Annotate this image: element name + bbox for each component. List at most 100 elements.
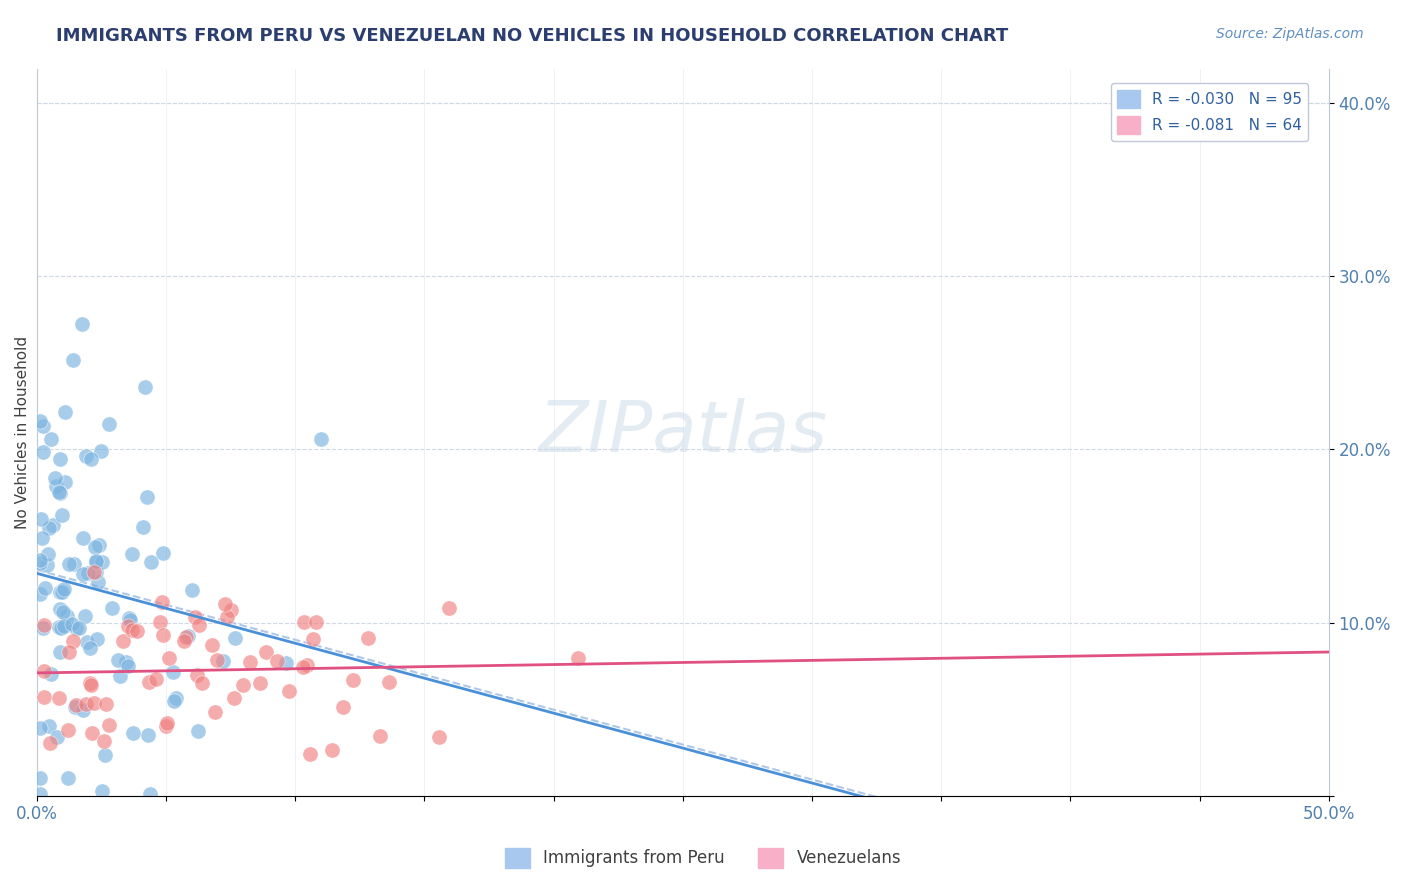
Point	[28, 787, 51, 801]
Point	[96, 697, 118, 711]
Point	[32, 418, 55, 433]
Point	[37, 547, 59, 561]
Point	[117, 659, 139, 673]
Point	[305, 615, 328, 629]
Legend: Immigrants from Peru, Venezuelans: Immigrants from Peru, Venezuelans	[498, 841, 908, 875]
Point	[62, 633, 84, 648]
Point	[49, 585, 72, 599]
Point	[62, 353, 84, 368]
Point	[65, 698, 87, 712]
Point	[79, 640, 101, 655]
Point	[427, 731, 450, 745]
Point	[32, 690, 55, 704]
Point	[90, 783, 112, 797]
Point	[34, 581, 56, 595]
Point	[86, 632, 108, 646]
Legend: R = -0.030   N = 95, R = -0.081   N = 64: R = -0.030 N = 95, R = -0.081 N = 64	[1111, 84, 1308, 141]
Point	[83, 541, 105, 555]
Point	[292, 615, 315, 629]
Point	[139, 555, 162, 569]
Point	[201, 638, 224, 652]
Point	[58, 645, 80, 659]
Text: IMMIGRANTS FROM PERU VS VENEZUELAN NO VEHICLES IN HOUSEHOLD CORRELATION CHART: IMMIGRANTS FROM PERU VS VENEZUELAN NO VE…	[56, 27, 1008, 45]
Point	[291, 660, 314, 674]
Point	[139, 787, 162, 801]
Point	[121, 623, 143, 637]
Point	[134, 379, 156, 393]
Point	[28, 556, 51, 570]
Text: Source: ZipAtlas.com: Source: ZipAtlas.com	[1216, 27, 1364, 41]
Point	[321, 743, 343, 757]
Point	[342, 673, 364, 688]
Point	[87, 538, 110, 552]
Point	[302, 632, 325, 647]
Point	[157, 651, 180, 665]
Point	[49, 645, 72, 659]
Point	[239, 656, 262, 670]
Point	[75, 449, 97, 463]
Point	[58, 558, 80, 572]
Point	[32, 445, 55, 459]
Point	[180, 582, 202, 597]
Point	[80, 678, 103, 692]
Point	[108, 669, 131, 683]
Point	[370, 729, 392, 743]
Point	[32, 664, 55, 678]
Point	[277, 683, 299, 698]
Point	[295, 657, 318, 672]
Point	[111, 633, 134, 648]
Point	[32, 621, 55, 635]
Point	[100, 601, 122, 615]
Point	[266, 654, 288, 668]
Point	[60, 616, 83, 631]
Point	[136, 728, 159, 742]
Point	[53, 618, 76, 632]
Point	[173, 634, 195, 648]
Point	[83, 565, 105, 579]
Point	[72, 531, 94, 545]
Point	[127, 624, 149, 639]
Point	[93, 734, 115, 748]
Point	[39, 432, 62, 446]
Point	[42, 518, 65, 533]
Point	[87, 574, 110, 589]
Point	[32, 618, 55, 632]
Point	[45, 479, 67, 493]
Point	[224, 690, 246, 705]
Point	[187, 724, 209, 739]
Point	[298, 747, 321, 761]
Point	[51, 585, 73, 599]
Point	[55, 475, 77, 490]
Y-axis label: No Vehicles in Household: No Vehicles in Household	[15, 335, 30, 529]
Point	[138, 675, 160, 690]
Point	[75, 697, 97, 711]
Point	[188, 618, 211, 632]
Point	[163, 694, 186, 708]
Point	[115, 655, 138, 669]
Point	[49, 486, 72, 500]
Point	[254, 645, 277, 659]
Point	[274, 656, 297, 670]
Point	[38, 719, 60, 733]
Point	[63, 700, 86, 714]
Point	[165, 691, 187, 706]
Point	[217, 610, 239, 624]
Point	[150, 595, 173, 609]
Point	[219, 603, 242, 617]
Point	[28, 771, 51, 785]
Point	[84, 554, 107, 568]
Point	[28, 721, 51, 735]
Point	[232, 678, 254, 692]
Point	[224, 631, 246, 645]
Point	[79, 676, 101, 690]
Point	[332, 700, 354, 714]
Point	[76, 634, 98, 648]
Point	[38, 737, 60, 751]
Point	[38, 521, 60, 535]
Point	[89, 443, 111, 458]
Point	[378, 675, 401, 690]
Point	[52, 582, 75, 596]
Point	[131, 520, 153, 534]
Point	[98, 417, 121, 431]
Point	[357, 632, 380, 646]
